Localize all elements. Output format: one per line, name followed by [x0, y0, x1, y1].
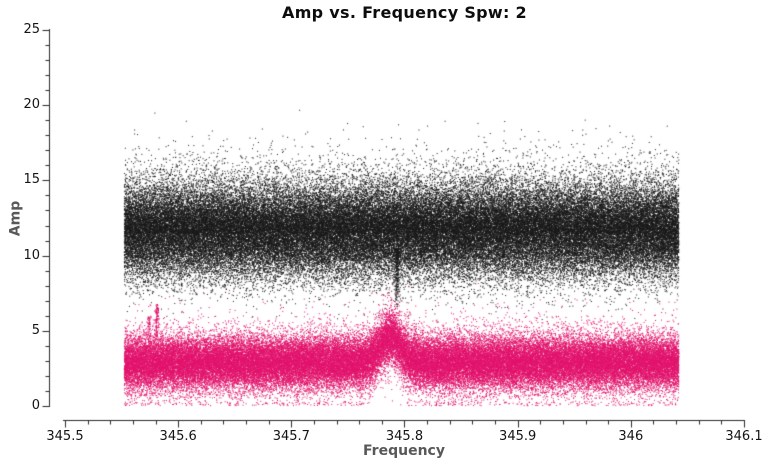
y-tick-label: 0: [31, 398, 40, 413]
y-tick-label: 15: [23, 172, 40, 188]
y-tick-label: 20: [23, 97, 40, 113]
chart-title: Amp vs. Frequency Spw: 2: [282, 3, 527, 22]
x-tick-label: 346: [618, 429, 644, 444]
y-tick-label: 25: [23, 22, 40, 37]
x-axis-title: Frequency: [363, 443, 445, 459]
y-tick-label: 10: [23, 247, 40, 263]
x-tick-label: 345.9: [499, 429, 537, 444]
y-axis-title: Amp: [7, 200, 24, 237]
x-tick-label: 345.6: [159, 429, 197, 444]
x-tick-label: 345.7: [272, 429, 310, 444]
x-tick-label: 345.5: [46, 429, 84, 444]
x-tick-label: 346.1: [725, 429, 763, 444]
y-tick-label: 5: [31, 322, 40, 338]
x-tick-label: 345.8: [385, 429, 424, 444]
